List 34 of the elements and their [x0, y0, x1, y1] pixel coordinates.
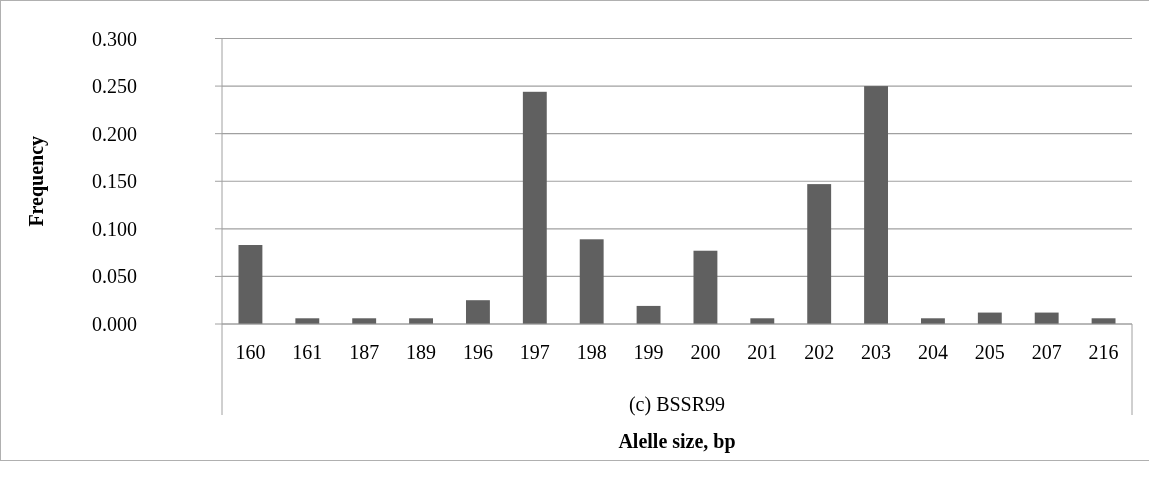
y-tick-label: 0.100: [92, 217, 137, 240]
bar: [864, 86, 889, 324]
x-tick-label: 187: [349, 341, 380, 363]
x-tick-label: 189: [406, 341, 437, 363]
x-tick-label: 197: [519, 341, 550, 363]
x-tick-label: 160: [235, 341, 266, 363]
x-tick-label: 216: [1088, 341, 1119, 363]
bar: [807, 184, 832, 324]
y-tick-label: 0.250: [92, 75, 137, 98]
x-axis-title: Alelle size, bp: [618, 430, 736, 453]
bar: [522, 91, 547, 324]
y-tick-label: 0.200: [92, 122, 137, 145]
y-tick-label: 0.300: [92, 27, 137, 50]
x-tick-label: 204: [917, 341, 948, 363]
x-tick-label: 203: [861, 341, 892, 363]
x-tick-label: 205: [974, 341, 1005, 363]
x-tick-label: 200: [690, 341, 721, 363]
x-tick-label: 201: [747, 341, 778, 363]
x-tick-label: 202: [804, 341, 835, 363]
bar: [636, 305, 661, 324]
y-axis-title: Frequency: [25, 135, 48, 227]
bar: [579, 239, 604, 324]
x-tick-label: 199: [633, 341, 664, 363]
text: (c) BSSR99: [628, 393, 726, 416]
bar: [693, 250, 718, 324]
bar: [465, 300, 490, 324]
y-tick-label: 0.000: [92, 313, 137, 335]
x-tick-label: 207: [1031, 341, 1062, 363]
bar: [238, 245, 263, 324]
x-tick-label: 161: [292, 341, 323, 363]
x-tick-label: 196: [462, 341, 493, 363]
x-tick-label: 198: [576, 341, 607, 363]
y-tick-label: 0.150: [92, 170, 137, 193]
y-tick-label: 0.050: [92, 265, 137, 288]
